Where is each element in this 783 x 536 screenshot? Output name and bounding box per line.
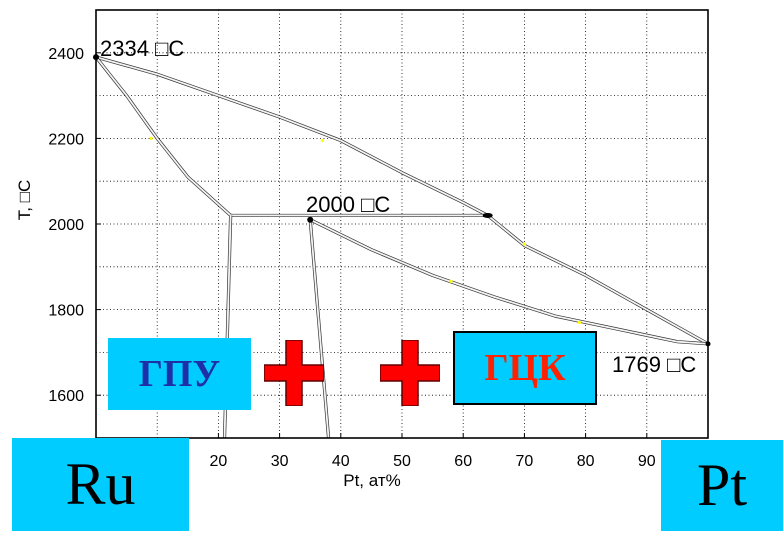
y-tick-label: 2200 [48, 131, 84, 148]
annotation-label: 1769 □C [612, 352, 696, 377]
y-tick-label: 1800 [48, 303, 84, 320]
y-tick-label: 2400 [48, 46, 84, 63]
x-axis-label: Pt, ат% [343, 471, 401, 490]
annotation-label: 2334 □C [100, 36, 184, 61]
pt-element-label: Pt [661, 440, 783, 531]
x-tick-label: 20 [210, 453, 228, 470]
hcp-phase-label: ГПУ [108, 338, 251, 410]
plot-frame [95, 9, 709, 439]
y-tick-label: 1600 [48, 388, 84, 405]
ru-element-label: Ru [12, 438, 189, 531]
x-tick-label: 50 [393, 453, 411, 470]
curve-point [449, 279, 453, 283]
series-line-highlight-0 [95, 56, 709, 345]
curve-point [522, 242, 527, 246]
fcc-phase-label: ГЦК [453, 331, 597, 405]
x-tick-label: 80 [577, 453, 595, 470]
annotation-label: 2000 □C [306, 192, 390, 217]
x-tick-label: 90 [638, 453, 656, 470]
x-tick-label: 30 [271, 453, 289, 470]
series-line-1 [94, 56, 232, 217]
curve-point [577, 320, 582, 325]
series-line-3 [309, 218, 709, 346]
x-tick-label: 40 [332, 453, 350, 470]
x-tick-label: 70 [516, 453, 534, 470]
series-line-highlight-5 [309, 219, 330, 439]
peritectic-end-point [482, 212, 493, 218]
plus-icon [380, 340, 440, 406]
curve-point [149, 136, 153, 140]
series-line-highlight-1 [95, 56, 232, 217]
x-tick-label: 60 [454, 453, 472, 470]
y-axis-label: T, □C [15, 180, 34, 221]
curve-point [320, 138, 325, 143]
series-line-highlight-3 [309, 218, 709, 345]
y-tick-label: 2000 [48, 217, 84, 234]
plus-icon [264, 340, 324, 406]
peritectic-point [307, 216, 314, 223]
